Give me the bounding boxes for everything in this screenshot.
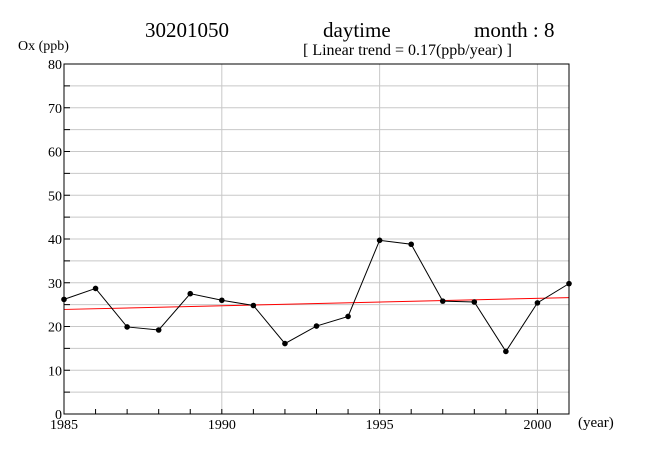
linear-trend-label: [ Linear trend = 0.17(ppb/year) ] [303,42,512,59]
y-axis-label: Ox (ppb) [18,39,69,54]
y-tick-label: 20 [48,321,62,336]
data-point [376,237,383,244]
x-tick-label: 1995 [366,418,394,433]
trend-layer [63,297,570,310]
y-tick-label: 40 [48,233,62,248]
data-point [250,302,257,309]
data-point [124,324,130,330]
data-point [471,299,478,305]
series-layer [61,237,572,355]
x-tick-label: 1990 [208,418,236,433]
y-tick-label: 30 [48,277,62,292]
x-tick-label: 1985 [50,418,78,433]
y-tick-label: 0 [55,408,62,423]
data-point [534,300,541,306]
data-point [219,297,225,304]
data-point [345,313,351,320]
data-point [313,323,320,329]
axis-ticks: 0 10 20 30 40 50 60 70 80 1985 1990 1995 2000 [48,58,570,433]
data-point [439,298,446,304]
data-point [282,340,288,347]
data-point [187,290,194,297]
y-tick-label: 80 [48,58,62,73]
y-tick-label: 70 [48,102,62,117]
y-tick-label: 10 [48,364,62,379]
month-label: month : 8 [474,18,555,42]
data-point [92,285,99,292]
x-axis-label: (year) [578,415,614,431]
series-line [63,239,570,353]
station-id: 30201050 [145,18,229,42]
period-label: daytime [323,18,391,42]
x-tick-label: 2000 [523,418,551,433]
chart-grid [64,64,569,414]
data-point [503,348,509,355]
y-tick-label: 60 [48,146,62,161]
data-point [155,327,162,333]
y-tick-label: 50 [48,189,62,204]
linear-trend-line [63,297,570,310]
data-point [408,241,414,248]
